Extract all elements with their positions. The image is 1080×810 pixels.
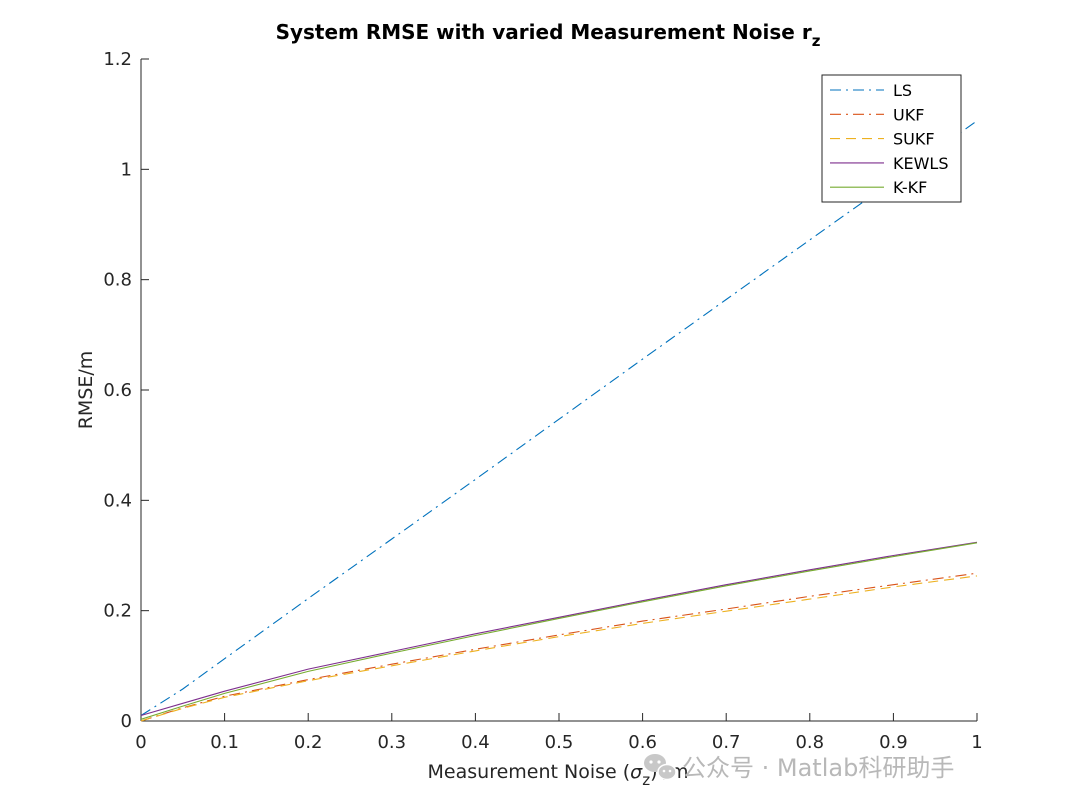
watermark-text: 公众号 · Matlab科研助手 [682, 754, 954, 782]
x-tick-label: 0.8 [795, 732, 824, 753]
legend-label-ukf: UKF [893, 105, 924, 124]
series-line-ls [140, 120, 978, 716]
chart-title: System RMSE with varied Measurement Nois… [276, 20, 821, 50]
x-axis-title-symbol: σ [630, 761, 643, 783]
x-tick-label: 0.6 [628, 732, 657, 753]
chart-title-main: System RMSE with varied Measurement Nois… [276, 20, 812, 44]
legend-label-kewls: KEWLS [893, 154, 949, 173]
y-tick-label: 0.6 [103, 380, 132, 401]
x-tick-label: 1 [971, 732, 982, 753]
x-tick-label: 0.2 [294, 732, 323, 753]
legend-label-k-kf: K-KF [893, 178, 927, 197]
series-line-sukf [140, 575, 978, 722]
x-tick-label: 0 [135, 732, 146, 753]
y-axis-title: RMSE/m [75, 351, 97, 430]
watermark: 公众号 · Matlab科研助手 [644, 754, 954, 782]
legend-label-sukf: SUKF [893, 130, 935, 149]
y-tick-label: 1 [121, 159, 132, 180]
x-tick-label: 0.5 [545, 732, 574, 753]
chart-title-subscript: z [812, 32, 821, 50]
y-tick-label: 1.2 [103, 49, 132, 70]
y-tick-label: 0 [121, 711, 132, 732]
x-tick-label: 0.9 [879, 732, 908, 753]
series-line-kewls [140, 541, 978, 717]
x-tick-label: 0.7 [712, 732, 741, 753]
x-tick-label: 0.1 [210, 732, 239, 753]
plot-series [140, 120, 978, 722]
legend-label-ls: LS [893, 81, 912, 100]
x-tick-label: 0.3 [377, 732, 406, 753]
y-tick-label: 0.4 [103, 490, 132, 511]
series-line-ukf [140, 572, 978, 722]
x-tick-label: 0.4 [461, 732, 490, 753]
y-tick-label: 0.2 [103, 601, 132, 622]
legend: LS UKF SUKF KEWLS K-KF [821, 74, 962, 203]
x-axis-title-prefix: Measurement Noise ( [428, 761, 631, 783]
legend-box [821, 74, 962, 203]
series-line-k-kf [140, 542, 978, 720]
wechat-icon [644, 754, 677, 781]
y-tick-label: 0.8 [103, 270, 132, 291]
axes: 0 0.1 0.2 0.3 0.4 0.5 0.6 0.7 0.8 0.9 1 0 0.2 0.4 0.6 0… [103, 49, 982, 753]
x-axis-title-subscript: z [642, 771, 650, 789]
